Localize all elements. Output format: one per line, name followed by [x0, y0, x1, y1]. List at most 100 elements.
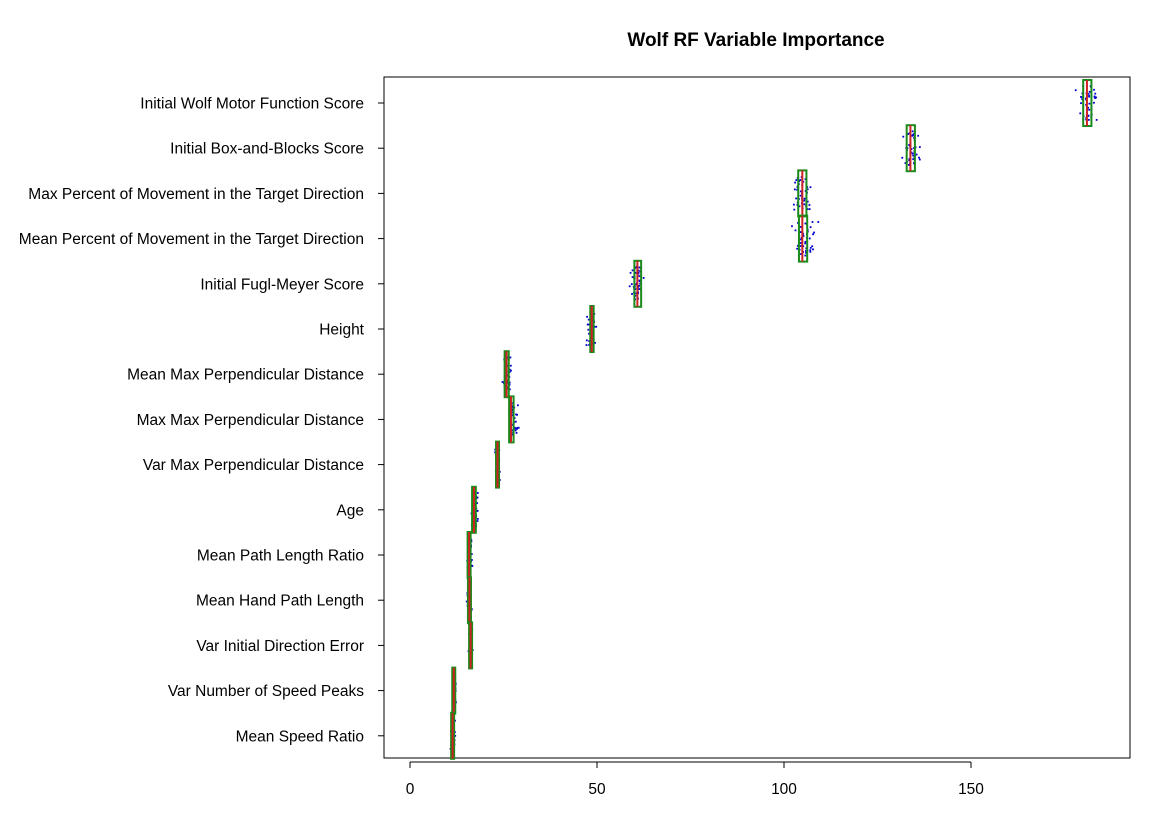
sample-point — [476, 520, 479, 522]
category-labels: Initial Wolf Motor Function Score Initial… — [19, 96, 365, 746]
sample-point — [917, 134, 920, 137]
category-label: Mean Percent of Movement in the Target D… — [19, 231, 364, 248]
sample-point — [918, 158, 921, 161]
category-label: Initial Box-and-Blocks Score — [170, 141, 364, 158]
sample-point — [628, 285, 631, 288]
category-label: Var Initial Direction Error — [196, 638, 364, 655]
sample-point — [911, 130, 914, 133]
sample-point — [910, 148, 913, 150]
sample-point — [902, 135, 905, 138]
sample-point — [638, 266, 641, 269]
sample-point — [794, 229, 797, 232]
sample-point — [803, 199, 806, 202]
x-tick-label: 0 — [406, 781, 415, 798]
category-label: Height — [319, 322, 364, 339]
boxplot-group — [901, 124, 921, 173]
sample-point — [501, 381, 504, 383]
sample-point — [912, 154, 915, 157]
sample-point — [508, 388, 511, 391]
sample-point — [904, 162, 907, 164]
sample-point — [806, 200, 809, 203]
sample-point — [811, 245, 814, 248]
category-label: Max Max Perpendicular Distance — [137, 412, 364, 429]
sample-point — [1087, 106, 1090, 109]
sample-point — [629, 271, 632, 274]
sample-point — [637, 269, 640, 272]
boxplot-group — [494, 440, 501, 489]
sample-point — [631, 269, 634, 272]
sample-point — [796, 188, 798, 191]
boxplot-group — [465, 576, 473, 625]
sample-point — [509, 364, 512, 367]
sample-point — [791, 225, 793, 228]
boxplot-group — [791, 214, 820, 263]
sample-point — [631, 293, 633, 295]
sample-point — [587, 323, 590, 326]
sample-point — [635, 292, 638, 295]
sample-point — [471, 565, 474, 567]
sample-point — [809, 226, 812, 229]
sample-point — [1087, 118, 1090, 121]
sample-point — [915, 153, 918, 156]
sample-point — [516, 404, 519, 407]
sample-point — [809, 246, 812, 249]
boxplot-group — [508, 395, 520, 444]
boxplot-group — [1074, 79, 1098, 127]
sample-point — [642, 277, 645, 279]
sample-point — [585, 344, 588, 346]
sample-point — [638, 275, 641, 278]
sample-point — [638, 280, 641, 283]
sample-point — [471, 559, 473, 561]
sample-point — [514, 429, 517, 432]
sample-point — [1093, 88, 1095, 91]
sample-point — [809, 250, 812, 253]
sample-point — [476, 509, 479, 512]
sample-point — [595, 325, 598, 328]
sample-point — [476, 492, 479, 494]
x-axis: 0 50 100 150 — [378, 102, 984, 798]
sample-point — [799, 226, 802, 228]
sample-point — [509, 356, 512, 359]
sample-point — [586, 315, 589, 318]
sample-point — [1095, 96, 1097, 99]
boxplot-group — [792, 169, 812, 218]
sample-point — [1079, 112, 1082, 115]
sample-point — [639, 282, 642, 285]
sample-point — [811, 221, 814, 223]
sample-point — [514, 427, 517, 430]
sample-point — [812, 248, 814, 251]
sample-point — [806, 188, 809, 191]
sample-point — [908, 158, 911, 160]
sample-point — [795, 179, 798, 182]
sample-point — [806, 208, 809, 210]
sample-point — [1093, 95, 1096, 98]
sample-point — [516, 427, 518, 430]
boxplot-group — [470, 485, 479, 534]
category-label: Mean Hand Path Length — [196, 593, 364, 610]
sample-point — [594, 341, 596, 344]
sample-point — [634, 294, 637, 297]
sample-point — [634, 266, 637, 269]
sample-point — [812, 233, 814, 236]
sample-point — [804, 242, 807, 245]
sample-point — [637, 288, 640, 291]
sample-point — [516, 413, 518, 416]
category-label: Max Percent of Movement in the Target Di… — [28, 186, 364, 203]
sample-point — [793, 208, 796, 211]
sample-point — [1074, 89, 1077, 92]
sample-point — [809, 186, 812, 189]
sample-point — [511, 414, 514, 417]
sample-point — [515, 413, 517, 416]
plot-frame — [383, 76, 1131, 759]
sample-point — [506, 379, 509, 382]
sample-point — [1088, 90, 1091, 93]
sample-point — [638, 288, 641, 290]
boxplot-group — [585, 305, 598, 353]
sample-point — [1087, 93, 1090, 95]
sample-point — [638, 284, 640, 287]
sample-point — [585, 339, 588, 342]
sample-point — [476, 502, 478, 504]
sample-point — [912, 158, 915, 161]
sample-point — [1088, 95, 1090, 98]
